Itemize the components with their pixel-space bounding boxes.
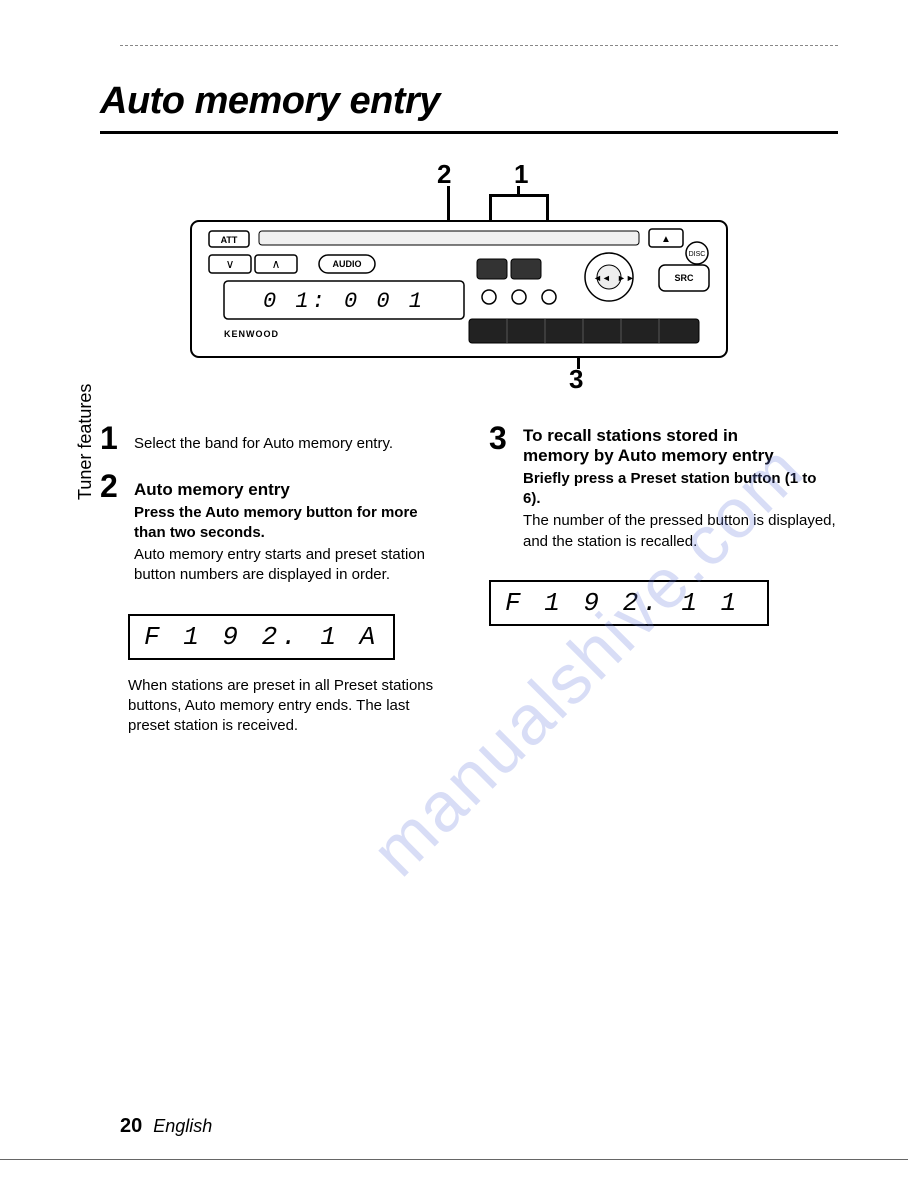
svg-text:SRC: SRC xyxy=(674,273,694,283)
radio-unit-svg: ATT ▲ ∨ ∧ AUDIO 0 1: 0 0 1 ◄◄ ►► SRC DIS… xyxy=(189,219,729,359)
step-2-lcd: F 1 9 2. 1 A xyxy=(128,614,395,660)
att-button-text: ATT xyxy=(221,235,238,245)
right-column: 3 To recall stations stored in memory by… xyxy=(489,424,838,736)
top-dashed-rule xyxy=(120,45,838,46)
svg-text:0 1: 0 0 1: 0 1: 0 0 1 xyxy=(263,289,425,314)
page-language: English xyxy=(153,1116,212,1136)
left-column: 1 Select the band for Auto memory entry.… xyxy=(100,424,449,736)
step-3-heading-line2: memory by Auto memory entry xyxy=(523,446,838,466)
title-underline xyxy=(100,131,838,134)
step-3-heading-line1: To recall stations stored in xyxy=(523,426,838,446)
steps-columns: 1 Select the band for Auto memory entry.… xyxy=(100,424,838,736)
step-3: 3 To recall stations stored in memory by… xyxy=(489,424,838,552)
page-title: Auto memory entry xyxy=(100,80,838,123)
svg-text:◄◄: ◄◄ xyxy=(593,273,611,283)
step-3-text: The number of the pressed button is disp… xyxy=(523,511,838,552)
svg-text:∧: ∧ xyxy=(272,257,281,271)
svg-text:∨: ∨ xyxy=(226,257,235,271)
step-3-number: 3 xyxy=(489,422,515,454)
bottom-rule xyxy=(0,1159,908,1160)
svg-text:▲: ▲ xyxy=(661,234,671,245)
step-2-number: 2 xyxy=(100,470,126,502)
step-2-heading: Auto memory entry xyxy=(134,480,449,500)
page-number: 20 xyxy=(120,1115,142,1137)
step-2-after-text: When stations are preset in all Preset s… xyxy=(128,676,449,737)
step-1-number: 1 xyxy=(100,422,126,454)
callout-1-stem xyxy=(517,186,520,197)
svg-text:KENWOOD: KENWOOD xyxy=(224,329,279,339)
step-1-text: Select the band for Auto memory entry. xyxy=(134,434,393,454)
radio-diagram: 2 1 3 ATT ▲ ∨ ∧ AUDIO 0 1: 0 0 1 ◄◄ ►► S… xyxy=(189,164,749,394)
svg-text:►►: ►► xyxy=(617,273,635,283)
step-2: 2 Auto memory entry Press the Auto memor… xyxy=(100,472,449,585)
svg-text:AUDIO: AUDIO xyxy=(333,259,362,269)
page-footer: 20 English xyxy=(120,1115,212,1138)
step-2-text: Auto memory entry starts and preset stat… xyxy=(134,545,449,586)
step-1: 1 Select the band for Auto memory entry. xyxy=(100,424,449,454)
step-3-lcd: F 1 9 2. 1 1 xyxy=(489,580,769,626)
step-3-sub: Briefly press a Preset station button (1… xyxy=(523,469,838,510)
section-side-label: Tuner features xyxy=(75,384,96,500)
svg-text:DISC: DISC xyxy=(689,251,706,258)
step-2-sub: Press the Auto memory button for more th… xyxy=(134,503,449,544)
